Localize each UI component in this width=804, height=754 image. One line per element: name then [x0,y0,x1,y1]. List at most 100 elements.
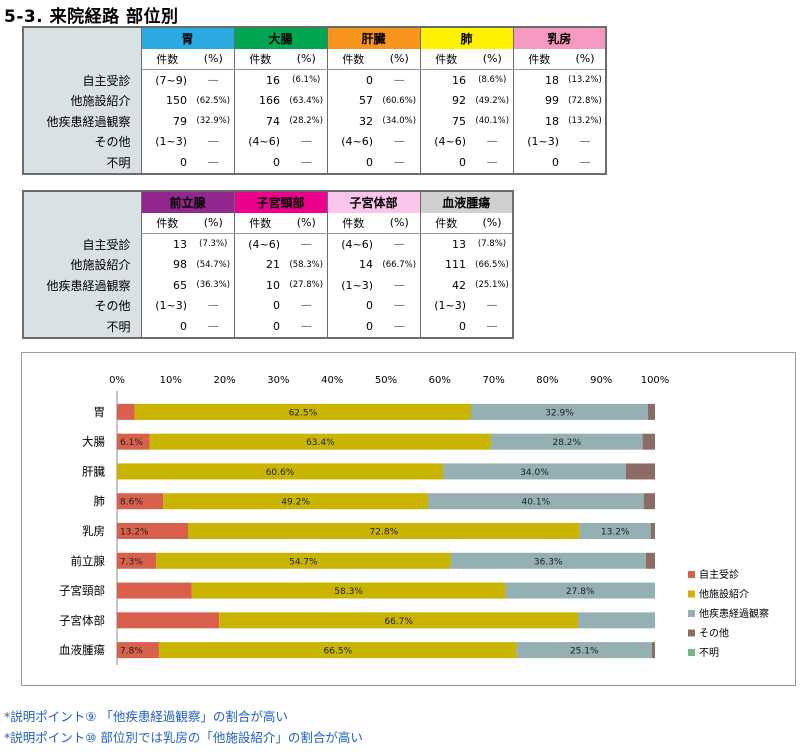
data-label: 6.1% [120,438,143,448]
bar-segment [117,612,220,629]
row-label: 他疾患経過観察 [23,275,142,296]
bar-segment [117,552,157,569]
data-label: 66.5% [324,647,353,657]
legend-label: その他 [699,627,729,640]
count-cell: 0 [419,152,472,174]
category-label: 前立腺 [71,554,106,568]
bar-segment [158,642,517,659]
count-cell: 79 [140,111,193,132]
count-column-label: 件数 [140,48,193,70]
count-cell: 0 [326,152,379,174]
table-row: 自主受診 13 (7.3%) (4~6) ― (4~6) ― 13 (7.8%) [23,233,513,255]
percent-cell: (72.8%) [568,95,602,106]
site-header: 乳房 [512,27,606,49]
data-label: 32.9% [545,408,574,418]
count-column-label: 件数 [326,212,379,234]
percent-cell: (8.6%) [478,75,507,86]
percent-cell: ― [394,279,405,291]
percent-column-label: (%) [193,212,234,234]
bar-segment [648,403,655,420]
count-cell: 99 [512,90,565,111]
count-cell: 111 [419,254,472,275]
count-column-label: 件数 [233,212,286,234]
legend-label: 不明 [699,647,719,659]
count-column-label: 件数 [512,48,565,70]
table-row: その他 (1~3) ― (4~6) ― (4~6) ― (4~6) ― (1~3) ― [23,131,606,152]
site-header: 血液腫瘍 [419,191,513,213]
percent-cell: (66.5%) [475,259,509,270]
count-cell: 0 [326,316,379,338]
table-row: 不明 0 ― 0 ― 0 ― 0 ― [23,316,513,338]
page-title: 5-3. 来院経路 部位別 [4,7,179,27]
chart-frame: 0% 10% 20% 30% 40% 50% 60% 70% 80% 90% 100% 胃 62.5% 3… [21,352,796,686]
data-label: 25.1% [570,647,599,657]
count-column-label: 件数 [419,212,472,234]
x-tick-label: 60% [429,375,451,386]
percent-cell: (58.3%) [289,259,324,270]
percent-cell: ― [487,136,498,148]
bar-segment [117,403,135,420]
bar-segment [471,403,649,420]
count-column-label: 件数 [326,48,379,70]
site-header: 肝臓 [326,27,420,49]
count-cell: 0 [233,316,286,338]
x-tick-label: 100% [641,375,670,386]
percent-cell: (60.6%) [382,95,417,106]
row-label: 自主受診 [23,69,142,91]
percent-cell: (66.7%) [382,259,417,270]
percent-column-label: (%) [286,48,327,70]
count-cell: (4~6) [233,131,286,152]
percent-cell: (32.9%) [196,116,231,127]
percent-cell: ― [301,238,312,250]
count-cell: 98 [140,254,193,275]
category-label: 胃 [94,405,106,419]
legend-label: 他疾患経過観察 [699,607,769,620]
data-label: 7.8% [120,647,143,657]
percent-cell: ― [301,320,312,332]
row-label: 他施設紹介 [23,90,142,111]
percent-column-label: (%) [286,212,327,234]
legend-swatch [688,610,695,617]
bar-segment [450,552,646,569]
percent-cell: ― [301,156,312,168]
percent-cell: ― [394,238,405,250]
bar-segment [516,642,652,659]
site-header: 前立腺 [140,191,234,213]
table-corner [23,191,142,234]
data-label: 36.3% [534,557,563,567]
x-tick-label: 50% [375,375,397,386]
count-cell: (4~6) [419,131,472,152]
x-tick-label: 80% [536,375,558,386]
percent-cell: (25.1%) [475,280,509,291]
percent-cell: ― [394,156,405,168]
row-label: 不明 [23,316,142,338]
legend-label: 自主受診 [699,568,739,581]
bar-segment [117,523,189,539]
bar-segment [651,642,655,659]
x-tick-label: 20% [213,375,235,386]
count-cell: 75 [419,111,472,132]
count-cell: (1~3) [326,275,379,296]
row-label: 他施設紹介 [23,254,142,275]
percent-column-label: (%) [472,48,513,70]
percent-cell: (7.3%) [199,239,228,250]
count-cell: 13 [419,233,472,255]
site-header: 子宮体部 [326,191,420,213]
percent-cell: (27.8%) [289,280,324,291]
count-cell: 16 [233,69,286,91]
count-column-label: 件数 [140,212,193,234]
percent-cell: (28.2%) [289,116,324,127]
count-cell: (1~3) [512,131,565,152]
bar-segment [645,552,655,569]
legend-swatch [688,629,695,637]
percent-cell: ― [580,136,590,148]
count-cell: 10 [233,275,286,296]
percent-cell: ― [301,136,312,148]
bar-segment [191,582,506,599]
percent-cell: (6.1%) [292,75,321,86]
percent-cell: ― [208,156,219,168]
bar-segment [578,612,655,629]
table-row: その他 (1~3) ― 0 ― 0 ― (1~3) ― [23,295,513,316]
percent-cell: (40.1%) [475,116,510,127]
count-cell: 21 [233,254,286,275]
